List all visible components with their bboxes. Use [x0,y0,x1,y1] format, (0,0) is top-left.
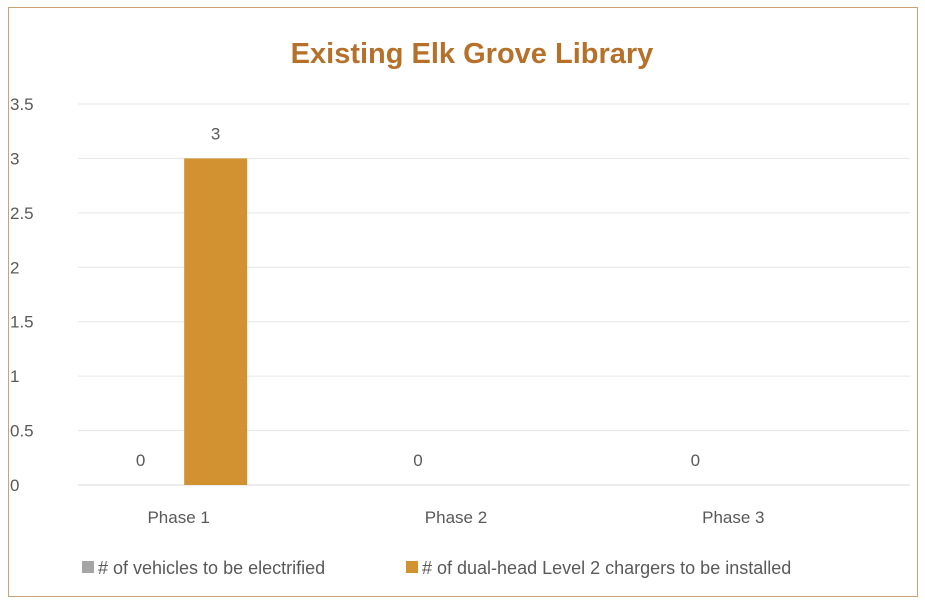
legend-swatch [406,561,418,573]
data-label: 0 [136,451,145,470]
y-tick-label: 3.5 [10,95,34,114]
data-labels: 0 3 0 0 [136,124,700,470]
x-category-label: Phase 2 [425,508,487,527]
y-tick-label: 3 [10,149,19,168]
chart-frame [8,7,918,597]
y-tick-label: 0 [10,476,19,495]
y-tick-label: 0.5 [10,422,34,441]
y-tick-label: 1.5 [10,313,34,332]
legend: # of vehicles to be electrified # of dual… [82,558,791,578]
legend-label: # of vehicles to be electrified [98,558,325,578]
data-label: 3 [211,124,220,143]
chart-title: Existing Elk Grove Library [291,38,654,70]
y-tick-label: 1 [10,367,19,386]
data-label: 0 [413,451,422,470]
bars [184,158,248,485]
y-tick-label: 2 [10,258,19,277]
x-category-label: Phase 3 [702,508,764,527]
legend-label: # of dual-head Level 2 chargers to be in… [422,558,791,578]
x-axis-categories: Phase 1 Phase 2 Phase 3 [147,508,764,527]
legend-swatch [82,561,94,573]
x-category-label: Phase 1 [147,508,209,527]
y-axis-ticks: 0 0.5 1 1.5 2 2.5 3 3.5 [10,95,34,495]
data-label: 0 [691,451,700,470]
bar-series-1-phase-1 [184,158,248,485]
y-tick-label: 2.5 [10,204,34,223]
